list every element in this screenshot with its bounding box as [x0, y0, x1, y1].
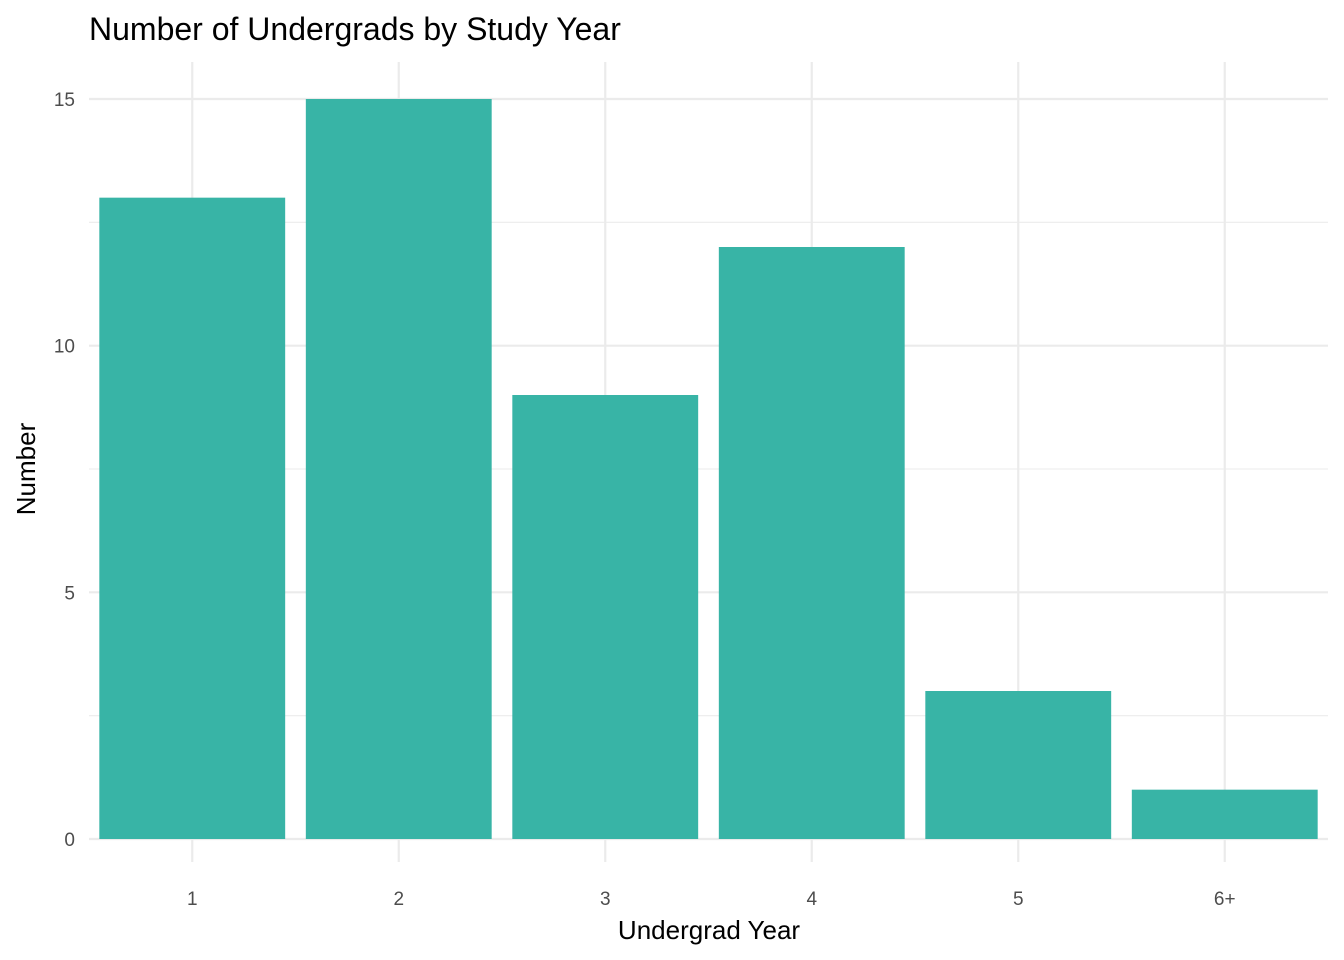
bar-5 — [925, 691, 1112, 839]
y-tick-label: 5 — [64, 583, 75, 604]
bar-2 — [305, 99, 492, 839]
bar-4 — [718, 247, 905, 839]
bar-3 — [512, 395, 699, 839]
x-tick-label: 6+ — [1214, 889, 1236, 910]
y-axis-title: Number — [11, 422, 41, 515]
y-tick-label: 0 — [64, 830, 75, 851]
y-tick-label: 10 — [54, 337, 75, 358]
bar-1 — [99, 197, 286, 839]
bar-6+ — [1131, 789, 1318, 839]
x-tick-label: 3 — [600, 889, 611, 910]
x-axis-title: Undergrad Year — [618, 915, 800, 945]
bars — [99, 99, 1318, 839]
x-tick-label: 1 — [187, 889, 198, 910]
y-axis-tick-labels: 0 5 10 15 — [54, 90, 75, 851]
x-tick-label: 4 — [806, 889, 817, 910]
x-tick-label: 2 — [393, 889, 404, 910]
x-tick-label: 5 — [1013, 889, 1024, 910]
y-tick-label: 15 — [54, 90, 75, 111]
chart-title: Number of Undergrads by Study Year — [89, 11, 621, 47]
x-axis-tick-labels: 1 2 3 4 5 6+ — [187, 889, 1236, 910]
